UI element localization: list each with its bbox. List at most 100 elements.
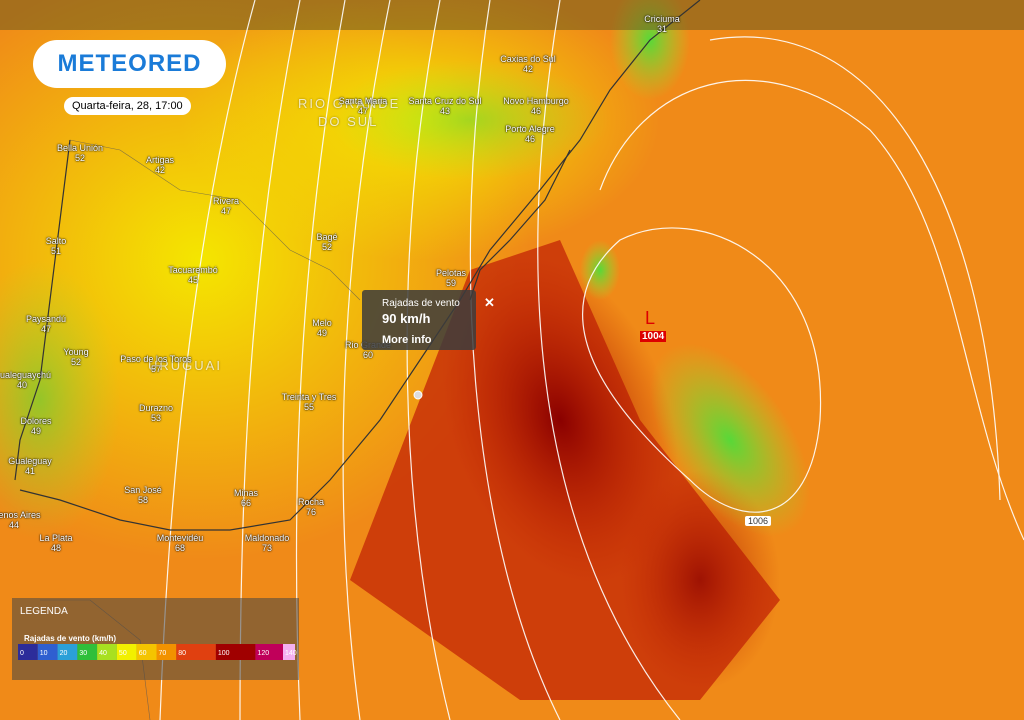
- city-gust-value: 66: [240, 498, 252, 508]
- city-gust-value: 53: [150, 413, 161, 423]
- city-name: Paysandú: [25, 314, 67, 324]
- city-label: Maldonado 73: [245, 533, 290, 553]
- legend: LEGENDA Rajadas de vento (km/h) 0 10 20 30 4…: [12, 598, 299, 680]
- city-gust-value: 46: [524, 134, 535, 144]
- city-name: Salto: [45, 236, 67, 246]
- city-gust-value: 42: [522, 64, 533, 74]
- city-gust-value: 76: [305, 507, 317, 517]
- city-gust-value: 59: [445, 278, 456, 288]
- city-gust-value: 60: [362, 350, 373, 360]
- city-gust-value: 68: [174, 543, 185, 553]
- city-label: Gualeguaychú40: [0, 370, 51, 390]
- city-label: Santa Maria 47: [339, 96, 388, 116]
- city-gust-value: 48: [50, 543, 61, 553]
- city-name: Criciuma: [644, 14, 680, 24]
- legend-tick-label: 20: [60, 650, 68, 657]
- city-name: Caxias do Sul: [500, 54, 556, 64]
- city-name: Bagé: [316, 232, 338, 242]
- city-label: Bella Unión 52: [57, 143, 103, 163]
- city-label: Paysandú 47: [26, 314, 66, 334]
- city-gust-value: 42: [154, 165, 166, 175]
- city-label: Treinta y Tres 55: [282, 392, 337, 412]
- legend-swatch: [57, 644, 78, 660]
- city-label: Caxias do Sul 42: [500, 54, 556, 74]
- city-gust-value: 46: [530, 106, 541, 116]
- legend-tick-label: 100: [218, 650, 230, 657]
- city-gust-value: 73: [261, 543, 273, 553]
- city-name: Novo Hamburgo: [503, 96, 569, 106]
- city-label: Novo Hamburgo 46: [503, 96, 569, 116]
- legend-swatch: [18, 644, 38, 660]
- city-gust-value: 52: [70, 357, 82, 367]
- city-label: Dolores 49: [20, 416, 51, 436]
- city-gust-value: 58: [137, 495, 148, 505]
- legend-tick-label: 50: [119, 650, 127, 657]
- legend-title: LEGENDA: [20, 606, 68, 617]
- city-name: Tacuarembó: [168, 265, 218, 275]
- city-label: Young 52: [63, 347, 88, 367]
- city-name: Pelotas: [435, 268, 467, 278]
- city-label: Durazno 53: [139, 403, 173, 423]
- legend-swatch: [37, 644, 58, 660]
- city-name: Minas: [233, 488, 259, 498]
- city-gust-value: 47: [357, 106, 368, 116]
- region-label: URUGUAI: [148, 358, 222, 373]
- city-gust-value: 49: [30, 426, 42, 436]
- close-button[interactable]: ✕: [484, 295, 495, 310]
- city-name: San José: [124, 485, 162, 495]
- city-label: Pelotas 59: [436, 268, 466, 288]
- city-label: Bagé 52: [316, 232, 337, 252]
- city-gust-value: 43: [439, 106, 451, 116]
- city-label: Salto 51: [46, 236, 67, 256]
- city-label: Gualeguay 41: [8, 456, 52, 476]
- city-name: Artigas: [145, 155, 175, 165]
- city-name: Gualeguaychú: [0, 370, 52, 380]
- city-label: Porto Alegre 46: [505, 124, 555, 144]
- date-label: Quarta-feira, 28, 17:00: [64, 97, 191, 115]
- city-label: Santa Cruz do Sul 43: [408, 96, 481, 116]
- low-pressure-value: 1004: [640, 331, 667, 342]
- city-name: Santa Cruz do Sul: [408, 96, 482, 106]
- city-name: Montevidéu: [156, 533, 204, 543]
- city-name: Dolores: [20, 416, 52, 426]
- city-label: Criciuma 31: [644, 14, 680, 34]
- city-gust-value: 47: [220, 206, 232, 216]
- region-label: RIO GRANDE: [298, 96, 401, 111]
- city-gust-value: 41: [24, 466, 36, 476]
- city-gust-value: 57: [150, 364, 162, 374]
- legend-tick-label: 10: [40, 650, 48, 657]
- city-label: Montevidéu 68: [157, 533, 204, 553]
- legend-tick-label: 40: [99, 650, 107, 657]
- city-gust-value: 45: [187, 275, 198, 285]
- legend-swatch: [283, 644, 295, 660]
- legend-swatch: [136, 644, 157, 660]
- city-name: Melo: [312, 318, 332, 328]
- city-gust-value: 40: [16, 380, 28, 390]
- legend-swatch: [116, 644, 137, 660]
- city-label: La Plata 48: [39, 533, 72, 553]
- legend-swatch: [156, 644, 177, 660]
- region-label: DO SUL: [318, 114, 379, 129]
- city-name: Rivera: [212, 196, 240, 206]
- city-name: Bella Unión: [56, 143, 104, 153]
- legend-scale: 0 10 20 30 40 50 60 70 80 100 120 140: [18, 644, 297, 660]
- city-name: Santa Maria: [338, 96, 388, 106]
- more-info-link[interactable]: More info: [382, 334, 432, 346]
- legend-tick-label: 60: [139, 650, 147, 657]
- city-name: Rocha: [297, 497, 325, 507]
- city-name: Buenos Aires: [0, 510, 41, 520]
- city-name: Young: [63, 347, 89, 357]
- city-name: Durazno: [138, 403, 174, 413]
- city-label: Tacuarembó 45: [168, 265, 218, 285]
- city-label: Rivera 47: [213, 196, 239, 216]
- city-label: San José 58: [124, 485, 162, 505]
- legend-tick-label: 120: [257, 650, 269, 657]
- legend-tick-label: 70: [159, 650, 167, 657]
- logo[interactable]: METEORED: [33, 40, 226, 88]
- legend-tick-label: 80: [178, 650, 186, 657]
- city-gust-value: 55: [303, 402, 314, 412]
- legend-swatch: [97, 644, 117, 660]
